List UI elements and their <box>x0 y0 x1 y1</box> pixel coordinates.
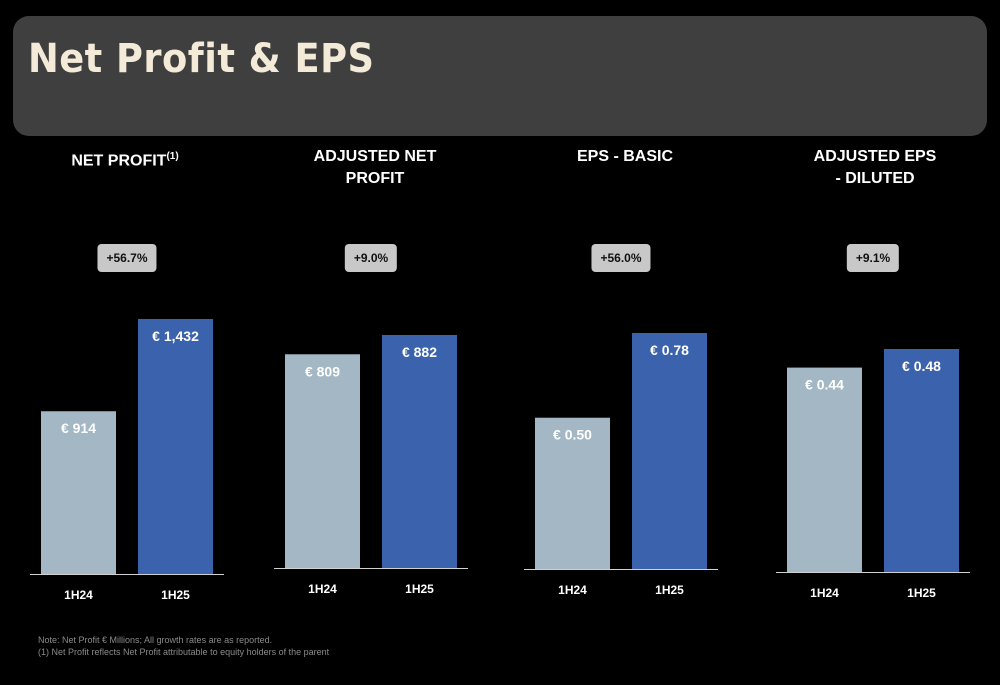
chart-title: ADJUSTED EPS - DILUTED <box>810 146 940 190</box>
bar-1h25 <box>382 335 457 568</box>
bar-1h25 <box>138 319 213 574</box>
chart-title-text: EPS - BASIC <box>576 148 673 165</box>
bar-chart: € 0.44 1H24 € 0.48 1H25 <box>776 349 970 600</box>
bar-1h24 <box>41 411 116 574</box>
growth-badge: +56.7% <box>97 244 157 272</box>
category-label: 1H24 <box>308 582 337 596</box>
growth-badge: +9.0% <box>344 244 398 272</box>
category-label: 1H25 <box>161 588 190 602</box>
footnote-1: Note: Net Profit € Millions; All growth … <box>38 635 273 645</box>
bar-chart: € 914 1H24 € 1,432 1H25 <box>30 319 224 602</box>
bar-1h24 <box>285 354 360 568</box>
category-label: 1H25 <box>405 582 434 596</box>
category-label: 1H24 <box>810 586 839 600</box>
header-bar <box>13 16 987 136</box>
chart-panel-2: ADJUSTED NET PROFIT +9.0% € 809 1H24 € 882 1H… <box>250 140 500 610</box>
data-label: € 882 <box>402 344 437 360</box>
bar-1h25 <box>884 349 959 572</box>
data-label: € 0.78 <box>650 342 689 358</box>
bar-1h24 <box>535 417 610 569</box>
data-label: € 914 <box>61 420 96 436</box>
category-label: 1H25 <box>655 583 684 597</box>
chart-title: NET PROFIT(1) <box>0 146 250 172</box>
bar-1h24 <box>787 367 862 572</box>
chart-title: ADJUSTED NET PROFIT <box>310 146 440 190</box>
data-label: € 1,432 <box>152 328 199 344</box>
chart-panel-3: EPS - BASIC +56.0% € 0.50 1H24 € 0.78 1H25 <box>500 140 750 610</box>
chart-panel-1: NET PROFIT(1) +56.7% € 914 1H24 € 1,432 1H25 <box>0 140 250 610</box>
chart-title: EPS - BASIC <box>500 146 750 168</box>
page-title: Net Profit & EPS <box>28 36 375 82</box>
footnote-marker: (1) <box>166 151 179 162</box>
data-label: € 809 <box>305 363 340 379</box>
category-label: 1H25 <box>907 586 936 600</box>
bar-chart: € 809 1H24 € 882 1H25 <box>274 335 468 596</box>
data-label: € 0.44 <box>805 377 844 393</box>
chart-title-text: ADJUSTED EPS - DILUTED <box>813 148 937 187</box>
category-label: 1H24 <box>558 583 587 597</box>
chart-title-text: NET PROFIT <box>71 152 167 170</box>
bar-chart: € 0.50 1H24 € 0.78 1H25 <box>524 333 718 597</box>
chart-panel-4: ADJUSTED EPS - DILUTED +9.1% € 0.44 1H24 € 0… <box>750 140 1000 610</box>
chart-title-text: ADJUSTED NET PROFIT <box>313 148 437 187</box>
bar-1h25 <box>632 333 707 569</box>
data-label: € 0.50 <box>553 427 592 443</box>
data-label: € 0.48 <box>902 358 941 374</box>
growth-badge: +56.0% <box>591 244 651 272</box>
footnote-2: (1) Net Profit reflects Net Profit attri… <box>38 647 330 657</box>
growth-badge: +9.1% <box>846 244 900 272</box>
category-label: 1H24 <box>64 588 93 602</box>
